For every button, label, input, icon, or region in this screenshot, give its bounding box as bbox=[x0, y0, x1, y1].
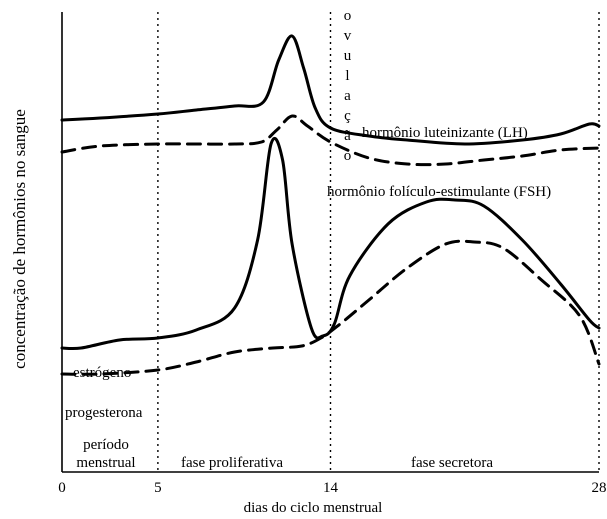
lh-curve bbox=[60, 34, 601, 146]
progesterone-series-label: progesterona bbox=[65, 405, 143, 421]
estrogen-series-label: estrógeno bbox=[73, 365, 131, 381]
ovulation-letter: o bbox=[344, 8, 352, 24]
x-tick-label-28: 28 bbox=[592, 480, 607, 496]
x-axis-label: dias do ciclo menstrual bbox=[244, 500, 383, 516]
ovulation-letter: l bbox=[345, 68, 349, 84]
x-tick-label-0: 0 bbox=[58, 480, 66, 496]
ovulation-letter: ç bbox=[344, 108, 351, 124]
estrogen-curve bbox=[60, 137, 601, 351]
axes: 0 5 14 28 bbox=[58, 12, 607, 496]
ovulation-letter: u bbox=[344, 48, 352, 64]
reference-lines bbox=[157, 12, 600, 472]
ovulation-letter: a bbox=[344, 88, 351, 104]
ovulation-letter: ã bbox=[344, 128, 351, 144]
phase-label-secretory: fase secretora bbox=[411, 455, 493, 471]
x-tick-label-5: 5 bbox=[154, 480, 162, 496]
ovulation-letter: v bbox=[344, 28, 352, 44]
ovulation-letter: o bbox=[344, 148, 352, 164]
chart-labels: concentração de hormônios no sangue dias… bbox=[10, 109, 551, 516]
y-axis-label: concentração de hormônios no sangue bbox=[10, 109, 29, 369]
series-lines bbox=[60, 34, 601, 376]
phase-label-menstrual-line1: período bbox=[83, 437, 129, 453]
fsh-series-label: hormônio folículo-estimulante (FSH) bbox=[327, 184, 551, 200]
progesterone-curve bbox=[60, 239, 601, 376]
fsh-curve bbox=[60, 114, 601, 167]
x-tick-label-14: 14 bbox=[323, 480, 339, 496]
lh-series-label: hormônio luteinizante (LH) bbox=[362, 125, 528, 141]
phase-label-menstrual-line2: menstrual bbox=[76, 455, 135, 471]
phase-label-proliferative: fase proliferativa bbox=[181, 455, 283, 471]
